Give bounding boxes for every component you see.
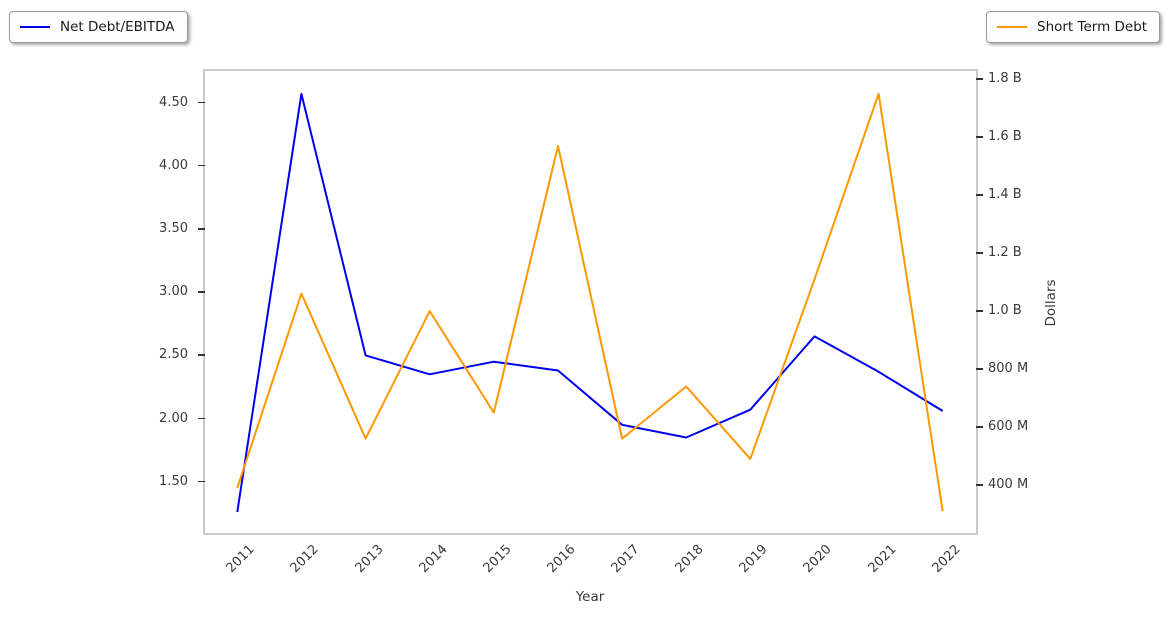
right-axis-tick-label: 1.2 B [988,245,1022,261]
x-axis-tick-label: 2013 [352,542,387,577]
left-axis-tick-mark [198,417,205,420]
left-axis-tick-mark [198,480,205,483]
left-axis-tick-label: 1.50 [159,473,188,489]
left-axis-tick-label: 2.50 [159,347,188,363]
net-debt-ebitda-line-swatch [20,26,50,28]
left-axis-tick-mark [198,228,205,230]
x-axis-tick-label: 2019 [736,542,771,577]
left-axis-tick-label: 2.00 [159,410,188,426]
legend-net-debt-ebitda-label: Net Debt/EBITDA [60,19,175,35]
x-axis-tick-label: 2012 [288,542,323,577]
left-axis-tick-mark [198,354,205,356]
right-axis-title: Dollars [1043,279,1059,327]
right-axis-tick-label: 400 M [988,477,1029,492]
left-axis-tick-label: 3.00 [159,284,188,300]
right-axis-tick-mark [976,484,983,486]
left-axis-tick-label: 4.50 [159,94,188,110]
right-axis-tick-mark [976,426,983,428]
x-axis-title: Year [575,589,605,605]
plot-area [203,69,978,535]
left-axis-tick-mark [198,164,205,167]
right-axis-tick-label: 1.8 B [988,71,1022,87]
left-axis-tick-mark [198,101,205,104]
x-axis-tick-label: 2018 [672,542,707,577]
x-axis-tick-label: 2014 [416,542,451,577]
x-axis-tick-label: 2021 [865,542,900,577]
right-axis-tick-label: 1.4 B [988,187,1022,203]
legend-short-term-debt-label: Short Term Debt [1037,19,1148,35]
x-axis-tick-label: 2017 [608,542,643,577]
right-axis-tick-label: 1.0 B [988,303,1022,319]
x-axis-tick-label: 2022 [929,542,964,577]
right-axis-tick-label: 1.6 B [988,129,1022,145]
right-axis-tick-mark [976,252,983,254]
right-axis-tick-mark [976,368,983,370]
x-axis-tick-label: 2011 [223,542,258,577]
right-axis-tick-label: 800 M [988,361,1029,377]
left-axis-tick-mark [198,291,205,293]
x-axis-tick-label: 2015 [480,542,515,577]
legend-short-term-debt: Short Term Debt [986,11,1161,43]
left-axis-tick-label: 3.50 [159,221,188,237]
right-axis-tick-mark [976,310,983,312]
right-axis-tick-mark [976,136,983,138]
short-term-debt-line-swatch [997,26,1027,28]
legend-net-debt-ebitda: Net Debt/EBITDA [9,11,188,43]
right-axis-tick-mark [976,194,983,196]
x-axis-tick-label: 2020 [801,542,836,577]
right-axis-tick-label: 600 M [988,419,1029,435]
left-axis-tick-label: 4.00 [159,157,188,173]
right-axis-tick-mark [976,78,983,80]
x-axis-tick-label: 2016 [544,542,579,577]
